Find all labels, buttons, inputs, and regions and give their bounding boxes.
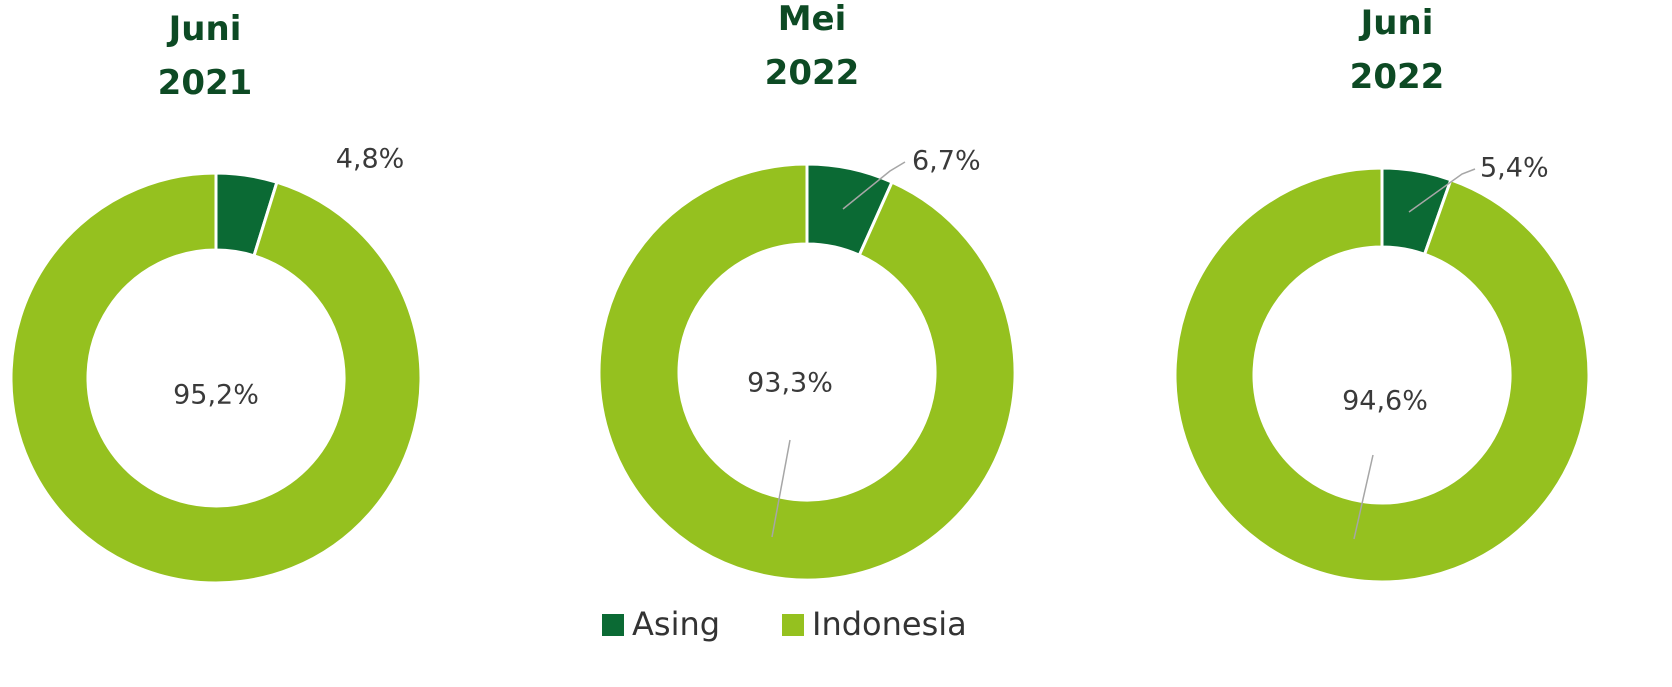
- leader-line: [771, 439, 791, 538]
- data-label: 6,7%: [912, 146, 981, 177]
- chart-title: Mei: [778, 0, 847, 39]
- chart-title: Juni: [167, 9, 242, 49]
- data-label: 93,3%: [747, 368, 833, 399]
- leader-line: [842, 161, 906, 210]
- donut-slice: [597, 162, 1017, 582]
- legend-label: Indonesia: [812, 605, 967, 643]
- legend-label: Asing: [632, 605, 720, 643]
- data-label: 5,4%: [1480, 153, 1549, 184]
- data-label: 4,8%: [336, 144, 405, 175]
- chart-title: 2022: [765, 53, 860, 93]
- data-label: 95,2%: [173, 380, 259, 411]
- donut-slice: [9, 171, 423, 585]
- leader-line: [1353, 454, 1374, 540]
- legend-swatch: [602, 614, 624, 636]
- data-label: 94,6%: [1342, 386, 1428, 417]
- chart-title: 2022: [1350, 57, 1445, 97]
- leader-line: [1408, 168, 1476, 213]
- donut-slice: [1173, 166, 1591, 584]
- chart-title: Juni: [1359, 3, 1434, 43]
- legend-swatch: [782, 614, 804, 636]
- chart-title: 2021: [158, 63, 253, 103]
